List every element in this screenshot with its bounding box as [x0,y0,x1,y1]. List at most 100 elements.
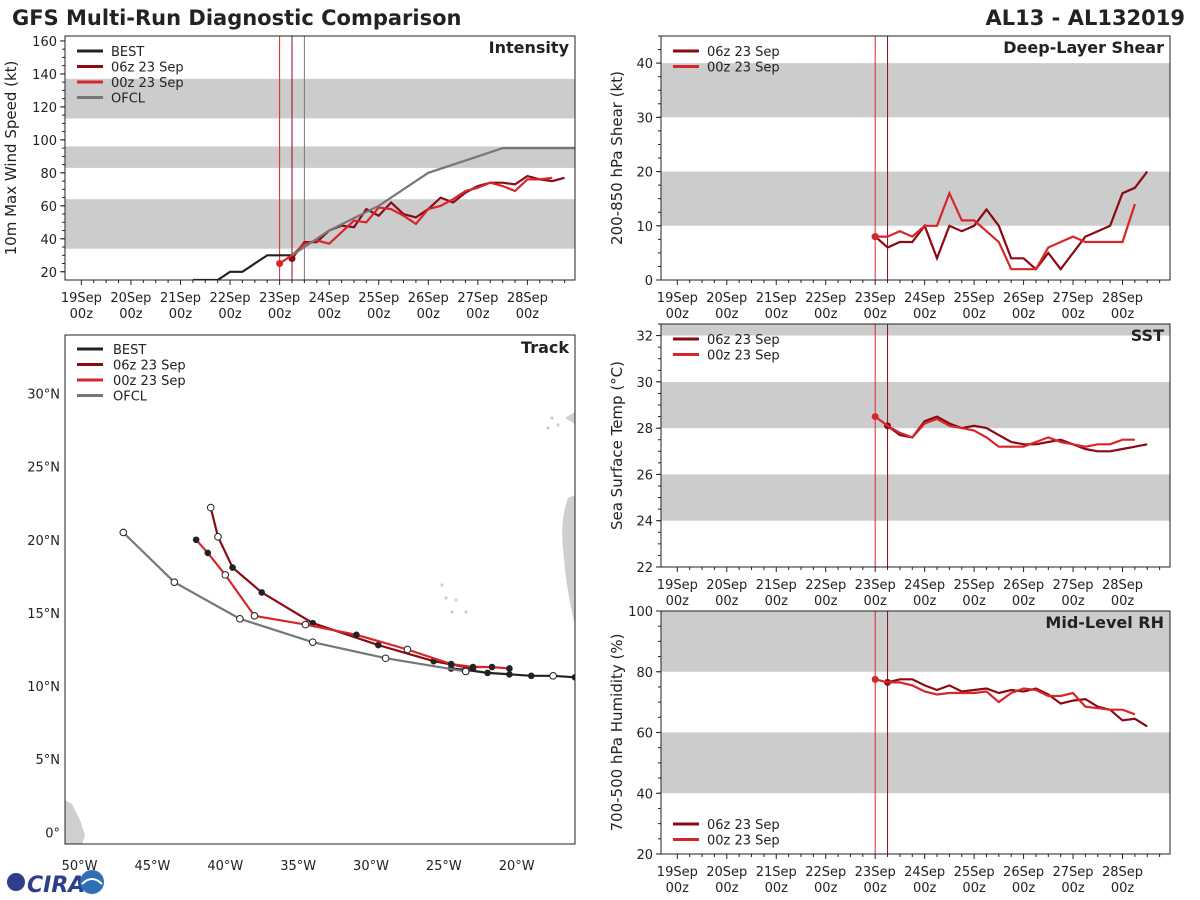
x-tick-label: 28Sep [1102,865,1143,880]
island [546,426,550,430]
y-tick-label: 0 [645,274,653,289]
x-tick-label: 20Sep [706,865,747,880]
y-tick-label: 22 [636,561,653,576]
y-tick-label: 40 [40,233,57,248]
island [550,416,554,420]
x-tick-label: 24Sep [904,291,945,306]
island [454,598,458,602]
figure-title: GFS Multi-Run Diagnostic Comparison [12,6,461,30]
series-line [291,147,575,257]
x-tick-hour: 00z [913,881,937,896]
lon-tick-label: 50°W [62,859,98,874]
x-tick-label: 19Sep [657,578,698,593]
lon-tick-label: 25°W [426,859,462,874]
x-tick-label: 23Sep [855,865,896,880]
x-tick-label: 23Sep [855,291,896,306]
track-point [484,669,491,677]
island [440,583,444,587]
x-tick-hour: 00z [516,307,540,322]
shear-panel: 01020304019Sep00z20Sep00z21Sep00z22Sep00… [608,35,1171,322]
y-tick-label: 28 [636,422,653,437]
x-tick-label: 21Sep [160,291,201,306]
panel-title: Intensity [489,38,570,57]
series-line [874,415,1135,448]
legend-entry: 06z 23 Sep [113,359,186,374]
x-tick-hour: 00z [417,307,441,322]
land-masses [65,412,575,844]
x-tick-label: 27Sep [1053,865,1094,880]
series-line [874,678,1136,716]
track-point [469,663,477,671]
panel-title: Track [521,338,569,357]
x-tick-label: 26Sep [1003,291,1044,306]
track-point [250,612,259,620]
x-tick-hour: 00z [268,307,292,322]
track-point [527,672,535,680]
x-tick-label: 21Sep [756,865,797,880]
y-tick-label: 24 [636,515,653,530]
x-tick-hour: 00z [1061,594,1085,609]
track-point [229,564,236,571]
plot-frame [64,35,576,281]
x-tick-label: 22Sep [805,291,846,306]
track-point [221,571,230,579]
x-tick-hour: 00z [863,594,887,609]
sst-panel: 22242628303219Sep00z20Sep00z21Sep00z22Se… [608,323,1171,609]
y-tick-label: 80 [40,167,57,182]
x-tick-hour: 00z [1111,881,1135,896]
track-point [192,536,200,544]
x-tick-label: 26Sep [1003,578,1044,593]
x-tick-label: 25Sep [954,578,995,593]
track-point [506,665,513,672]
x-tick-hour: 00z [962,594,986,609]
lon-tick-label: 45°W [134,859,170,874]
x-tick-hour: 00z [814,594,838,609]
island [444,596,448,600]
shade-band [661,324,1170,336]
x-tick-label: 27Sep [457,291,498,306]
x-tick-hour: 00z [1012,307,1036,322]
x-tick-label: 24Sep [904,578,945,593]
x-tick-hour: 00z [1061,881,1085,896]
shade-band [661,381,1170,429]
x-tick-label: 20Sep [706,578,747,593]
series-start-point [871,675,879,683]
track-point [447,660,455,668]
legend-entry: 06z 23 Sep [707,818,780,833]
canary-islands [565,412,575,424]
legend-entry: BEST [113,343,146,358]
x-tick-label: 19Sep [657,865,698,880]
x-tick-hour: 00z [1111,594,1135,609]
panel-title: SST [1131,326,1164,345]
lat-tick-label: 5°N [36,753,61,768]
x-tick-hour: 00z [466,307,490,322]
x-tick-hour: 00z [863,307,887,322]
y-tick-label: 160 [32,35,57,50]
series-start-point [276,260,284,268]
x-tick-hour: 00z [715,881,739,896]
x-tick-hour: 00z [1012,594,1036,609]
track-point [381,654,390,663]
track-point [403,645,412,654]
series-line [192,254,292,280]
x-tick-label: 23Sep [259,291,300,306]
legend-entry: BEST [111,45,144,60]
x-tick-hour: 00z [666,594,690,609]
x-tick-label: 25Sep [954,865,995,880]
rh-panel: 2040608010019Sep00z20Sep00z21Sep00z22Sep… [608,605,1171,896]
shade-band [661,732,1170,794]
track-point [549,671,557,680]
y-tick-label: 32 [636,330,653,345]
lon-tick-label: 30°W [353,859,389,874]
track-line [209,507,474,670]
x-tick-hour: 00z [962,881,986,896]
legend-entry: 00z 23 Sep [707,61,780,76]
legend-entry: 06z 23 Sep [707,333,780,348]
shade-band [661,63,1170,118]
x-tick-label: 22Sep [805,865,846,880]
track-point [236,614,244,623]
shade-band [65,146,575,168]
track-point [214,533,222,541]
series-line [875,190,1136,271]
lon-tick-label: 20°W [499,859,535,874]
